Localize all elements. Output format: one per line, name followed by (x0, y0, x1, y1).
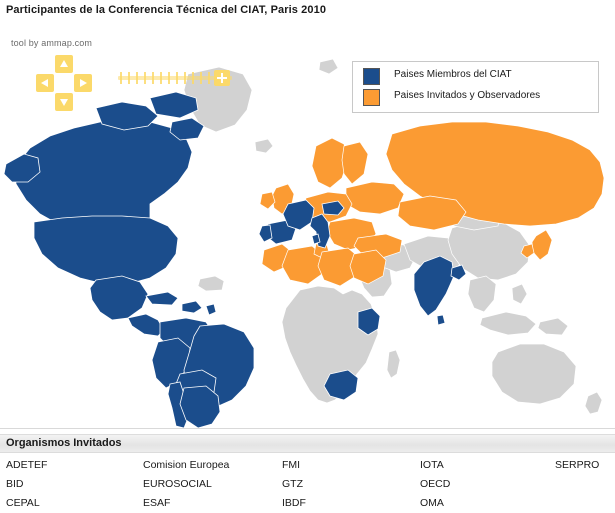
legend-label-members: Paises Miembros del CIAT (394, 69, 512, 80)
attribution-watermark: tool by ammap.com (11, 38, 93, 48)
list-item: OMA (420, 497, 444, 509)
organisms-column-4: IOTA OECD OMA (420, 456, 450, 513)
organisms-grid: ADETEF BID CEPAL Comision Europea EUROSO… (0, 456, 615, 512)
organisms-header-title: Organismos Invitados (6, 437, 122, 449)
map-legend: Paises Miembros del CIAT Paises Invitado… (352, 61, 599, 113)
zoom-slider-ticks (118, 72, 232, 84)
legend-swatch-invited (363, 89, 380, 106)
pan-up-button[interactable] (55, 55, 73, 73)
list-item: ADETEF (6, 459, 48, 471)
organisms-column-1: ADETEF BID CEPAL (6, 456, 47, 513)
list-item: ESAF (143, 497, 171, 509)
list-item: EUROSOCIAL (143, 478, 212, 490)
map-zoom-slider[interactable] (118, 70, 232, 86)
list-item: FMI (282, 459, 301, 471)
list-item: GTZ (282, 478, 303, 490)
page-title: Participantes de la Conferencia Técnica … (6, 4, 327, 16)
list-item: IOTA (420, 459, 444, 471)
organisms-column-3: FMI GTZ IBDF (282, 456, 306, 513)
pan-right-button[interactable] (74, 74, 92, 92)
organisms-column-2: Comision Europea EUROSOCIAL ESAF (143, 456, 229, 513)
list-item: OECD (420, 478, 451, 490)
pan-down-button[interactable] (55, 93, 73, 111)
zoom-in-button[interactable] (214, 70, 230, 86)
panel-divider (0, 428, 615, 429)
title-bar: Participantes de la Conferencia Técnica … (0, 0, 615, 22)
world-map-panel[interactable]: tool by ammap.com (0, 22, 615, 428)
organisms-header-bar: Organismos Invitados (0, 434, 615, 453)
organisms-column-5: SERPRO (555, 456, 599, 475)
list-item: SERPRO (555, 459, 600, 471)
arrow-left-icon (41, 79, 48, 87)
arrow-down-icon (60, 99, 68, 106)
legend-swatch-members (363, 68, 380, 85)
legend-label-invited: Paises Invitados y Observadores (394, 90, 541, 101)
zoom-slider-track[interactable] (118, 76, 232, 80)
organisms-panel: Organismos Invitados ADETEF BID CEPAL Co… (0, 429, 615, 512)
arrow-right-icon (80, 79, 87, 87)
list-item: CEPAL (6, 497, 40, 509)
list-item: IBDF (282, 497, 306, 509)
pan-left-button[interactable] (36, 74, 54, 92)
list-item: Comision Europea (143, 459, 230, 471)
list-item: BID (6, 478, 24, 490)
map-layer-member-countries[interactable] (3, 91, 467, 428)
arrow-up-icon (60, 60, 68, 67)
map-pan-control[interactable] (36, 55, 92, 111)
